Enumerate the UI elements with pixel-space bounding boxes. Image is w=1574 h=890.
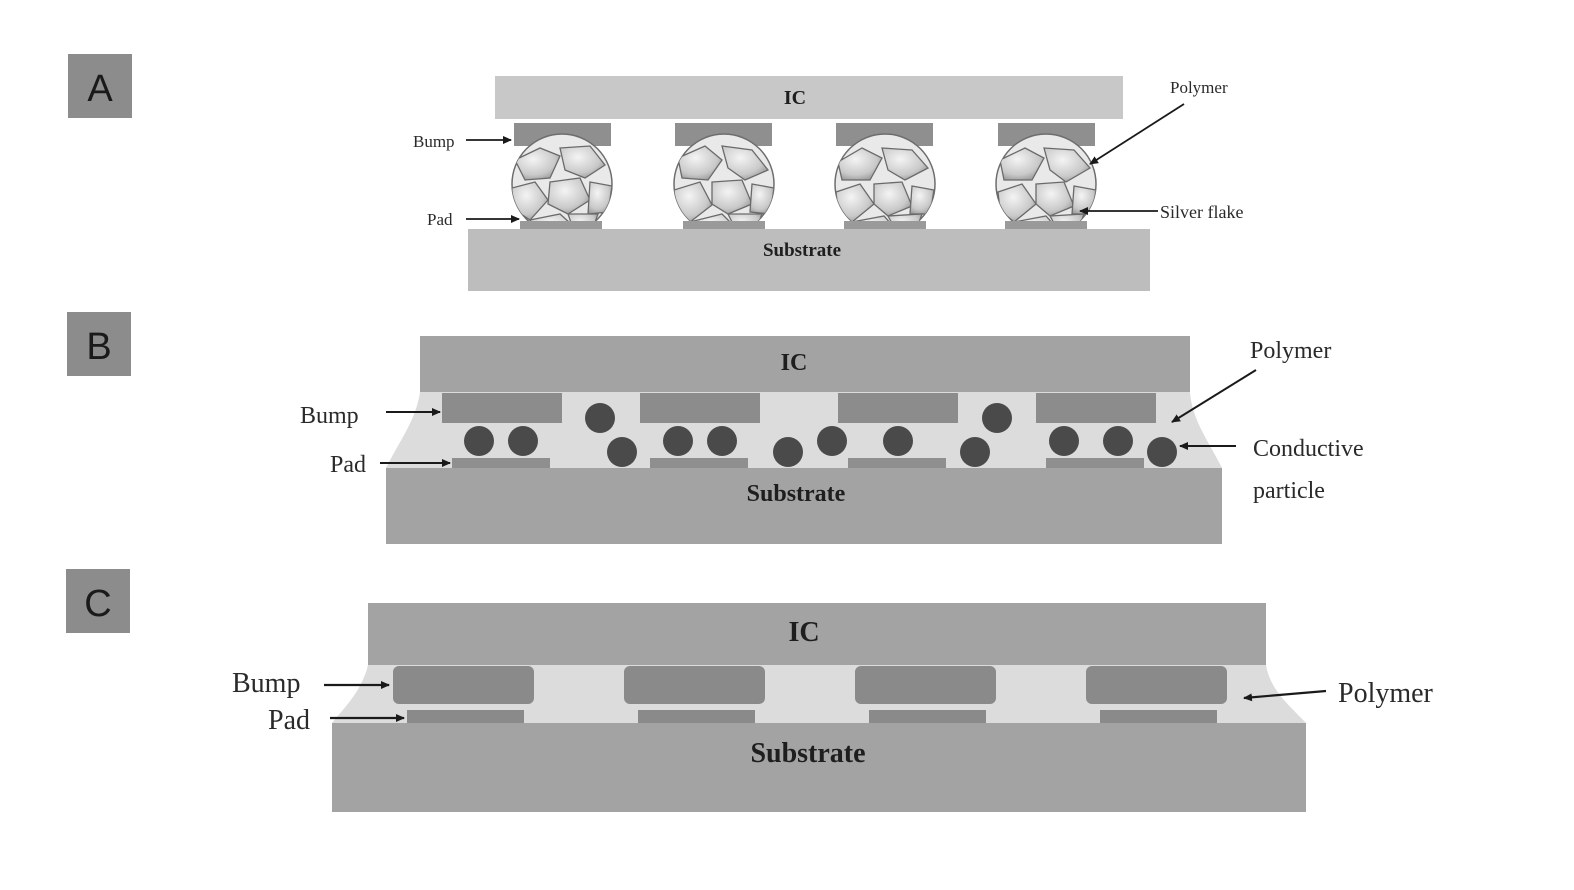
panel-c-polymer-arrow [1243, 689, 1327, 702]
panel-a-ic-label: IC [784, 87, 806, 109]
pad [683, 221, 765, 229]
panel-b-polymer-arrow [1171, 369, 1257, 423]
panel-a: A IC [68, 54, 1243, 291]
panel-c-bumps [393, 666, 1227, 704]
pad [520, 221, 602, 229]
bump [624, 666, 765, 704]
panel-a-label-box [68, 54, 132, 118]
conductive-particle [883, 426, 913, 456]
bump [855, 666, 996, 704]
silver-flake-sphere [511, 133, 613, 235]
conductive-particle [663, 426, 693, 456]
panel-b-conductive-callout-line2: particle [1253, 478, 1325, 504]
bump [1036, 393, 1156, 423]
pad [452, 458, 550, 468]
panel-b-substrate-label: Substrate [747, 481, 846, 507]
bump [1086, 666, 1227, 704]
panel-c-label-box [66, 569, 130, 633]
panel-b-substrate [386, 468, 1222, 544]
panel-a-polymer-arrow [1089, 103, 1185, 165]
pad [1005, 221, 1087, 229]
bump [442, 393, 562, 423]
panel-b-ic [420, 336, 1190, 392]
panel-c-label: C [84, 583, 111, 625]
panel-b-label: B [86, 326, 111, 368]
conductive-particle [707, 426, 737, 456]
conductive-particle [982, 403, 1012, 433]
panel-a-bumps [514, 123, 1095, 146]
panel-b-bump-callout: Bump [300, 403, 359, 429]
pad [650, 458, 748, 468]
conductive-particle [1049, 426, 1079, 456]
panel-a-polymer-callout: Polymer [1170, 78, 1228, 97]
panel-c-polymer [332, 665, 1306, 723]
conductive-particle [960, 437, 990, 467]
pad [638, 710, 755, 723]
panel-b-conductive-callout-line1: Conductive [1253, 436, 1364, 462]
silver-flake-sphere [673, 133, 775, 235]
pad [844, 221, 926, 229]
panel-c-bump-callout: Bump [232, 668, 300, 699]
panel-b-pad-callout: Pad [330, 452, 366, 478]
panel-c-ic [368, 603, 1266, 665]
panel-b-label-box [67, 312, 131, 376]
pad [848, 458, 946, 468]
panel-c-substrate [332, 723, 1306, 812]
pad [1100, 710, 1217, 723]
silver-flake-sphere [995, 133, 1097, 235]
pad [869, 710, 986, 723]
panel-a-silver-flake-callout: Silver flake [1160, 202, 1243, 222]
silver-flake-sphere [834, 133, 936, 235]
panel-c-substrate-label: Substrate [750, 738, 865, 769]
conductive-particle [464, 426, 494, 456]
panel-c-pad-callout: Pad [268, 705, 310, 736]
conductive-particle [508, 426, 538, 456]
panel-a-substrate [468, 229, 1150, 291]
panel-b-polymer-callout: Polymer [1250, 338, 1331, 364]
panel-c: C IC Substrate Bump Pad Polymer [66, 569, 1434, 812]
pad [1046, 458, 1144, 468]
pad [407, 710, 524, 723]
conductive-particle [773, 437, 803, 467]
bump [640, 393, 760, 423]
conductive-particle [817, 426, 847, 456]
panel-c-pads [407, 710, 1217, 723]
bump [838, 393, 958, 423]
bump [393, 666, 534, 704]
conductive-particle [607, 437, 637, 467]
conductive-particle [1103, 426, 1133, 456]
panel-b: B IC [67, 312, 1364, 544]
conductive-particle [1147, 437, 1177, 467]
panel-b-ic-label: IC [781, 350, 808, 376]
panel-a-bump-callout: Bump [413, 132, 455, 151]
panel-b-pads [452, 458, 1144, 468]
panel-b-bumps [442, 393, 1156, 423]
panel-a-pad-callout: Pad [427, 210, 453, 229]
panel-a-silver-flake-spheres [511, 133, 1097, 235]
panel-b-conductive-particles [464, 403, 1177, 467]
panel-a-pads [520, 221, 1087, 229]
panel-a-substrate-label: Substrate [763, 240, 841, 261]
panel-a-ic [495, 76, 1123, 119]
conductive-particle [585, 403, 615, 433]
panel-c-ic-label: IC [788, 617, 819, 648]
panel-a-label: A [87, 68, 113, 110]
panel-c-polymer-callout: Polymer [1338, 678, 1434, 709]
